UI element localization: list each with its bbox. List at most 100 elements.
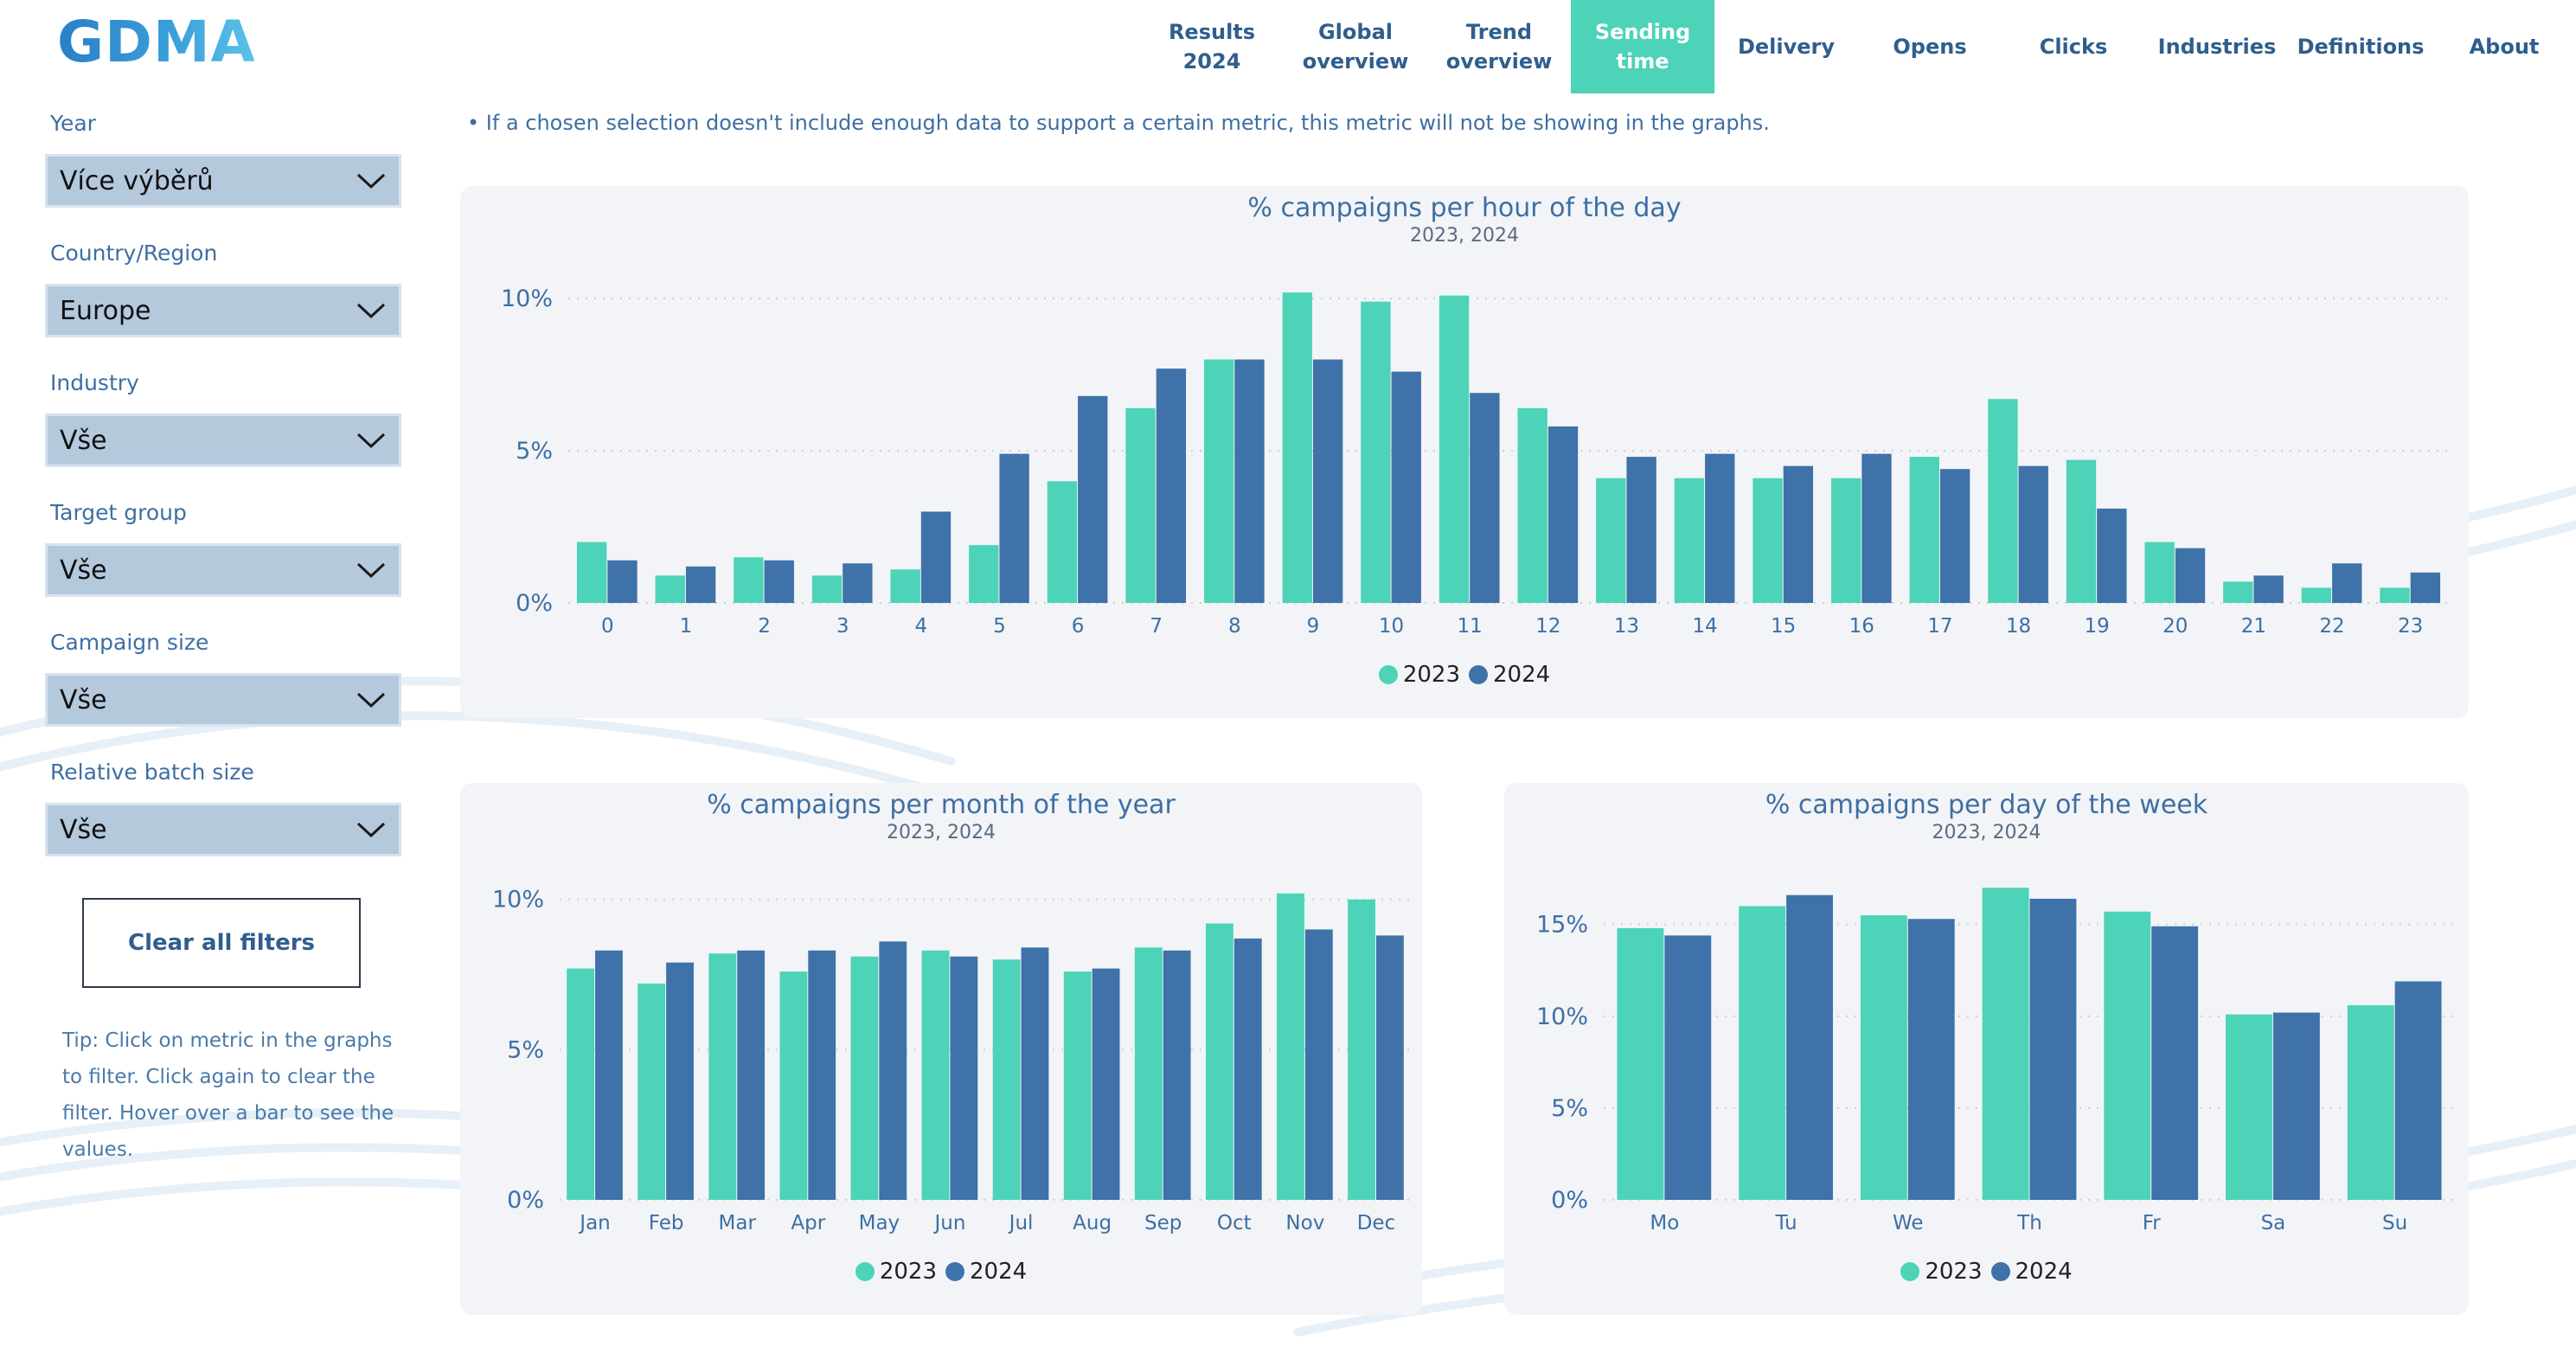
bar-2024-9[interactable] [1312, 359, 1343, 603]
bar-2023-17[interactable] [1909, 457, 1939, 603]
bar-2023-Apr[interactable] [779, 971, 808, 1200]
bar-2023-8[interactable] [1203, 359, 1234, 603]
bar-2024-Feb[interactable] [666, 962, 694, 1200]
bar-2024-Tu[interactable] [1786, 894, 1833, 1200]
nav-tab-opens[interactable]: Opens [1893, 35, 1967, 59]
bar-2023-We[interactable] [1860, 915, 1907, 1200]
bar-2024-Jun[interactable] [950, 956, 978, 1200]
bar-2024-15[interactable] [1783, 465, 1814, 603]
bar-2024-Th[interactable] [2029, 898, 2077, 1200]
bar-2024-6[interactable] [1078, 395, 1108, 603]
bar-2024-Aug[interactable] [1092, 968, 1120, 1200]
nav-tab-trend-overview[interactable]: Trend overview [1445, 20, 1553, 74]
bar-2024-Oct[interactable] [1234, 938, 1262, 1200]
bar-2023-1[interactable] [655, 575, 685, 603]
bar-2024-We[interactable] [1907, 919, 1955, 1200]
bar-2023-18[interactable] [1988, 399, 2018, 603]
bar-2023-16[interactable] [1830, 478, 1862, 603]
nav-tab-global-overview[interactable]: Global overview [1302, 20, 1409, 74]
bar-2023-14[interactable] [1674, 478, 1705, 603]
bar-2024-20[interactable] [2175, 548, 2206, 603]
bar-2024-7[interactable] [1156, 369, 1187, 603]
bar-2024-19[interactable] [2097, 508, 2127, 603]
bar-2024-May[interactable] [879, 941, 907, 1200]
nav-tab-industries[interactable]: Industries [2157, 35, 2277, 59]
bar-2023-2[interactable] [734, 557, 764, 603]
bar-2024-Sep[interactable] [1163, 950, 1191, 1200]
bar-2024-Nov[interactable] [1304, 929, 1333, 1200]
bar-2024-21[interactable] [2253, 575, 2284, 603]
legend-item-2024[interactable]: 2024 [1469, 662, 1550, 688]
bar-2024-Apr[interactable] [808, 950, 836, 1200]
bar-2024-22[interactable] [2332, 563, 2362, 603]
bar-2023-4[interactable] [890, 569, 920, 603]
bar-2023-Feb[interactable] [638, 983, 666, 1200]
bar-2024-Dec[interactable] [1375, 935, 1404, 1200]
bar-2023-Mar[interactable] [708, 953, 737, 1200]
bar-2023-Jan[interactable] [567, 968, 595, 1200]
bar-2023-20[interactable] [2144, 542, 2175, 603]
bar-2024-Mar[interactable] [737, 950, 766, 1200]
bar-2024-Jul[interactable] [1021, 947, 1049, 1200]
bar-2023-6[interactable] [1047, 481, 1078, 603]
nav-tab-clicks[interactable]: Clicks [2039, 35, 2108, 59]
bar-2024-14[interactable] [1705, 453, 1735, 603]
nav-tab-results-2024[interactable]: Results 2024 [1168, 20, 1256, 74]
bar-2024-5[interactable] [999, 453, 1029, 603]
bar-2023-Mo[interactable] [1617, 927, 1664, 1200]
bar-2023-9[interactable] [1282, 292, 1312, 603]
bar-2024-12[interactable] [1548, 426, 1579, 603]
bar-2023-23[interactable] [2380, 587, 2410, 603]
bar-2023-10[interactable] [1361, 301, 1391, 603]
legend-item-2023[interactable]: 2023 [1378, 662, 1460, 688]
bar-2024-3[interactable] [843, 563, 873, 603]
bar-2023-Nov[interactable] [1277, 893, 1304, 1200]
bar-2023-Sep[interactable] [1134, 947, 1163, 1200]
gdma-logo[interactable]: GDMA [57, 9, 256, 78]
legend-item-2024[interactable]: 2024 [945, 1259, 1027, 1285]
bar-2023-12[interactable] [1517, 407, 1548, 603]
bar-2024-Fr[interactable] [2151, 926, 2199, 1200]
bar-2024-8[interactable] [1234, 359, 1265, 603]
bar-2023-Oct[interactable] [1205, 923, 1234, 1200]
relative-batch-size-dropdown[interactable]: Vše [45, 803, 401, 856]
bar-2024-23[interactable] [2410, 572, 2441, 603]
nav-tab-about[interactable]: About [2469, 35, 2540, 59]
bar-2023-7[interactable] [1125, 407, 1156, 603]
bar-2023-0[interactable] [576, 542, 607, 603]
bar-2024-18[interactable] [2018, 465, 2048, 603]
campaign-size-dropdown[interactable]: Vše [45, 673, 401, 727]
bar-2024-Su[interactable] [2394, 981, 2442, 1200]
industry-dropdown[interactable]: Vše [45, 414, 401, 467]
bar-2024-13[interactable] [1626, 457, 1656, 603]
bar-2023-Jun[interactable] [921, 950, 950, 1200]
bar-2024-2[interactable] [764, 560, 794, 603]
bar-2024-1[interactable] [685, 566, 716, 603]
bar-2024-Sa[interactable] [2272, 1012, 2320, 1200]
bar-2024-10[interactable] [1391, 371, 1421, 603]
bar-2023-May[interactable] [850, 956, 879, 1200]
nav-tab-sending-time[interactable]: Sending time [1571, 0, 1714, 93]
legend-item-2023[interactable]: 2023 [855, 1259, 937, 1285]
bar-2023-Tu[interactable] [1739, 906, 1786, 1200]
bar-2024-4[interactable] [920, 511, 952, 603]
bar-2024-0[interactable] [607, 560, 638, 603]
bar-2024-17[interactable] [1939, 469, 1970, 603]
nav-tab-delivery[interactable]: Delivery [1737, 35, 1836, 59]
nav-tab-definitions[interactable]: Definitions [2297, 35, 2425, 59]
bar-2023-Sa[interactable] [2226, 1014, 2272, 1200]
bar-2023-Fr[interactable] [2104, 911, 2151, 1200]
bar-2023-Dec[interactable] [1348, 899, 1375, 1200]
bar-2023-21[interactable] [2223, 581, 2253, 603]
legend-item-2023[interactable]: 2023 [1900, 1259, 1983, 1285]
bar-2023-13[interactable] [1596, 478, 1626, 603]
year-dropdown[interactable]: Více výběrů [45, 154, 401, 208]
bar-2023-11[interactable] [1439, 295, 1470, 603]
bar-2023-3[interactable] [811, 575, 843, 603]
bar-2023-22[interactable] [2301, 587, 2332, 603]
bar-2023-Th[interactable] [1982, 888, 2029, 1200]
legend-item-2024[interactable]: 2024 [1990, 1259, 2073, 1285]
bar-2023-15[interactable] [1753, 478, 1783, 603]
country-region-dropdown[interactable]: Europe [45, 284, 401, 337]
bar-2024-11[interactable] [1470, 393, 1500, 603]
